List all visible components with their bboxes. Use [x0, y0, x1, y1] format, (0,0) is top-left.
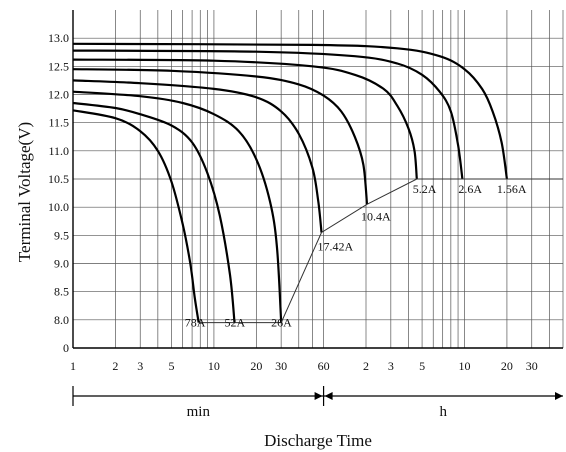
time-range-markers: min h [72, 386, 563, 420]
y-tick-label: 13.0 [48, 31, 69, 45]
x-tick-label: 1 [70, 359, 76, 373]
series-label-2-6A: 2.6A [458, 182, 482, 196]
x-axis-title: Discharge Time [264, 431, 372, 450]
x-tick-label: 2 [112, 359, 118, 373]
time-range-label: h [440, 404, 448, 420]
y-tick-label: 9.0 [54, 257, 69, 271]
y-tick-label: 12.0 [48, 88, 69, 102]
discharge-curves [72, 42, 508, 323]
x-tick-label: 20 [501, 359, 513, 373]
y-tick-labels: 13.0 12.5 12.0 11.5 11.0 10.5 10.0 9.5 9.0 8.5 8.0… [48, 31, 69, 355]
y-tick-label: 8.5 [54, 285, 69, 299]
x-tick-label: 10 [208, 359, 220, 373]
end-voltage-line [198, 178, 563, 324]
x-tick-label: 60 [318, 359, 330, 373]
curve-labels: 78A 52A 26A 17.42A 10.4A 5.2A 2.6A 1.56A [185, 182, 527, 330]
y-tick-label: 0 [63, 341, 69, 355]
series-label-1-56A: 1.56A [497, 182, 527, 196]
y-tick-label: 11.0 [48, 144, 69, 158]
series-label-26A: 26A [271, 316, 292, 330]
y-axis-title: Terminal Voltage(V) [15, 122, 34, 262]
x-tick-label: 2 [363, 359, 369, 373]
series-line-2-6A [72, 49, 464, 180]
series-label-17-42A: 17.42A [318, 240, 354, 254]
x-tick-label: 5 [168, 359, 174, 373]
series-line-26A [72, 90, 283, 323]
y-tick-label: 9.5 [54, 228, 69, 242]
x-tick-label: 30 [526, 359, 538, 373]
series-label-10-4A: 10.4A [361, 209, 391, 223]
y-tick-label: 10.5 [48, 172, 69, 186]
series-line-52A [72, 101, 236, 323]
y-tick-label: 11.5 [48, 116, 69, 130]
series-line-17-42A [72, 79, 323, 233]
x-tick-label: 30 [275, 359, 287, 373]
x-tick-label: 20 [250, 359, 262, 373]
x-tick-label: 3 [388, 359, 394, 373]
y-tick-label: 12.5 [48, 59, 69, 73]
series-line-5-2A [72, 58, 418, 180]
end-voltage-polyline [198, 178, 563, 324]
plot-frame [72, 10, 563, 349]
x-tick-label: 10 [459, 359, 471, 373]
x-tick-labels: 1 2 3 5 10 20 30 60 2 3 5 10 20 30 [70, 359, 538, 373]
range-arrowhead [314, 392, 323, 400]
x-tick-label: 5 [419, 359, 425, 373]
time-range-label: min [187, 404, 211, 420]
series-label-5-2A: 5.2A [413, 182, 437, 196]
y-tick-label: 8.0 [54, 313, 69, 327]
x-tick-label: 3 [137, 359, 143, 373]
series-label-52A: 52A [225, 316, 246, 330]
series-line-78A [72, 109, 200, 323]
series-line-10-4A [72, 68, 369, 205]
y-tick-label: 10.0 [48, 200, 69, 214]
series-label-78A: 78A [185, 316, 206, 330]
range-arrowhead [555, 392, 563, 400]
series-line-1-56A [72, 42, 508, 180]
range-arrowhead [324, 392, 333, 400]
